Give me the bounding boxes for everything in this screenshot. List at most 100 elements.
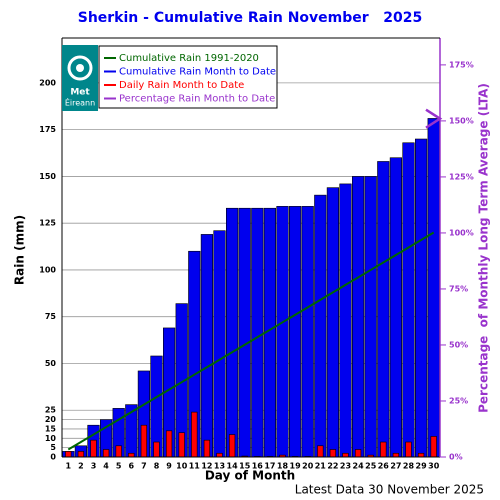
cumulative-bar	[364, 176, 377, 458]
y-tick-label: 200	[39, 78, 56, 87]
y-tick-label: 75	[45, 312, 57, 321]
cumulative-bar	[226, 207, 239, 458]
cumulative-bar	[402, 142, 415, 458]
x-tick-label: 7	[141, 462, 147, 471]
daily-bar	[191, 411, 198, 458]
cumulative-bar	[339, 183, 352, 458]
daily-bar	[317, 445, 324, 458]
x-tick-label: 25	[365, 462, 377, 471]
legend-label: Percentage Rain Month to Date	[119, 94, 275, 105]
cumulative-bar	[314, 194, 327, 458]
y2-tick-label: 100%	[449, 228, 474, 237]
cumulative-bar	[352, 176, 365, 458]
x-tick-label: 14	[227, 462, 239, 471]
daily-bar	[216, 452, 223, 458]
y-tick-label: 100	[39, 265, 56, 274]
daily-bar	[90, 439, 97, 458]
x-tick-label: 15	[239, 462, 251, 471]
x-tick-label: 23	[340, 462, 351, 471]
daily-bar	[153, 441, 160, 458]
y2-tick-label: 75%	[449, 284, 468, 293]
legend-label: Cumulative Rain Month to Date	[119, 67, 276, 78]
y-tick-label: 25	[45, 406, 57, 415]
x-tick-label: 10	[176, 462, 188, 471]
y-tick-label: 50	[45, 359, 57, 368]
legend-label: Daily Rain Month to Date	[119, 80, 244, 91]
y-tick-label: 125	[39, 219, 56, 228]
y-tick-label: 0	[50, 453, 56, 462]
x-tick-label: 8	[154, 462, 160, 471]
x-tick-label: 13	[214, 462, 225, 471]
cumulative-bar	[276, 206, 289, 458]
x-tick-label: 21	[315, 462, 327, 471]
x-tick-label: 24	[353, 462, 365, 471]
x-tick-label: 4	[103, 462, 109, 471]
x-tick-label: 30	[428, 462, 440, 471]
y-tick-label: 150	[39, 172, 56, 181]
cumulative-bar	[326, 187, 339, 458]
daily-bar	[329, 449, 337, 458]
cumulative-bar	[251, 207, 264, 458]
x-tick-label: 6	[129, 462, 135, 471]
x-tick-label: 28	[403, 462, 415, 471]
daily-bar	[140, 424, 148, 458]
x-tick-label: 26	[378, 462, 390, 471]
daily-bar	[228, 434, 236, 458]
y-axis-label: Rain (mm)	[13, 215, 27, 285]
cumulative-bar	[200, 234, 213, 458]
x-axis-label: Day of Month	[205, 469, 295, 483]
y2-axis-label: Percentage of Monthly Long Term Average …	[477, 83, 491, 413]
lta-line	[67, 231, 435, 451]
daily-bar	[77, 451, 85, 458]
logo-text: Met	[70, 88, 90, 98]
daily-bar	[178, 432, 185, 458]
y2-tick-label: 150%	[449, 116, 474, 125]
daily-bar	[430, 436, 437, 458]
daily-bar	[380, 441, 387, 458]
x-tick-label: 18	[277, 462, 289, 471]
y2-tick-label: 0%	[449, 453, 463, 462]
x-tick-label: 3	[91, 462, 97, 471]
chart-title: Sherkin - Cumulative Rain November 2025	[78, 10, 423, 26]
x-tick-label: 19	[290, 462, 302, 471]
y-tick-label: 5	[50, 443, 56, 452]
legend-label: Cumulative Rain 1991-2020	[119, 53, 259, 64]
cumulative-bar	[377, 161, 390, 458]
cumulative-bar	[427, 118, 440, 458]
daily-bar	[203, 439, 211, 458]
legend	[98, 45, 278, 109]
y-tick-label: 15	[45, 424, 57, 433]
daily-bar	[102, 449, 110, 458]
x-tick-label: 20	[302, 462, 314, 471]
cumulative-bar	[415, 138, 428, 458]
cumulative-bar	[301, 206, 314, 458]
daily-bar	[392, 452, 400, 458]
cumulative-bar	[289, 206, 302, 458]
daily-bar	[65, 451, 72, 458]
daily-bar	[342, 452, 349, 458]
y2-tick-label: 125%	[449, 172, 474, 181]
cumulative-bar	[213, 230, 226, 458]
y-tick-label: 20	[45, 415, 57, 424]
y-tick-label: 10	[45, 434, 57, 443]
x-tick-label: 11	[189, 462, 201, 471]
footer: Latest Data 30 November 2025	[295, 483, 484, 497]
cumulative-bar	[389, 157, 402, 458]
daily-bar	[417, 452, 425, 458]
logo-swirl	[67, 55, 93, 81]
daily-bar	[128, 452, 135, 458]
logo-swirl-core	[76, 64, 84, 72]
x-tick-label: 9	[166, 462, 172, 471]
cumulative-bar	[238, 207, 251, 458]
x-tick-label: 27	[390, 462, 401, 471]
daily-bar	[115, 445, 122, 458]
x-tick-label: 12	[201, 462, 212, 471]
x-tick-label: 29	[416, 462, 428, 471]
x-tick-label: 2	[78, 462, 84, 471]
daily-bar	[165, 430, 173, 458]
daily-bar	[354, 449, 362, 458]
y-tick-label: 175	[39, 125, 56, 134]
daily-bar	[405, 441, 412, 458]
x-tick-label: 5	[116, 462, 122, 471]
